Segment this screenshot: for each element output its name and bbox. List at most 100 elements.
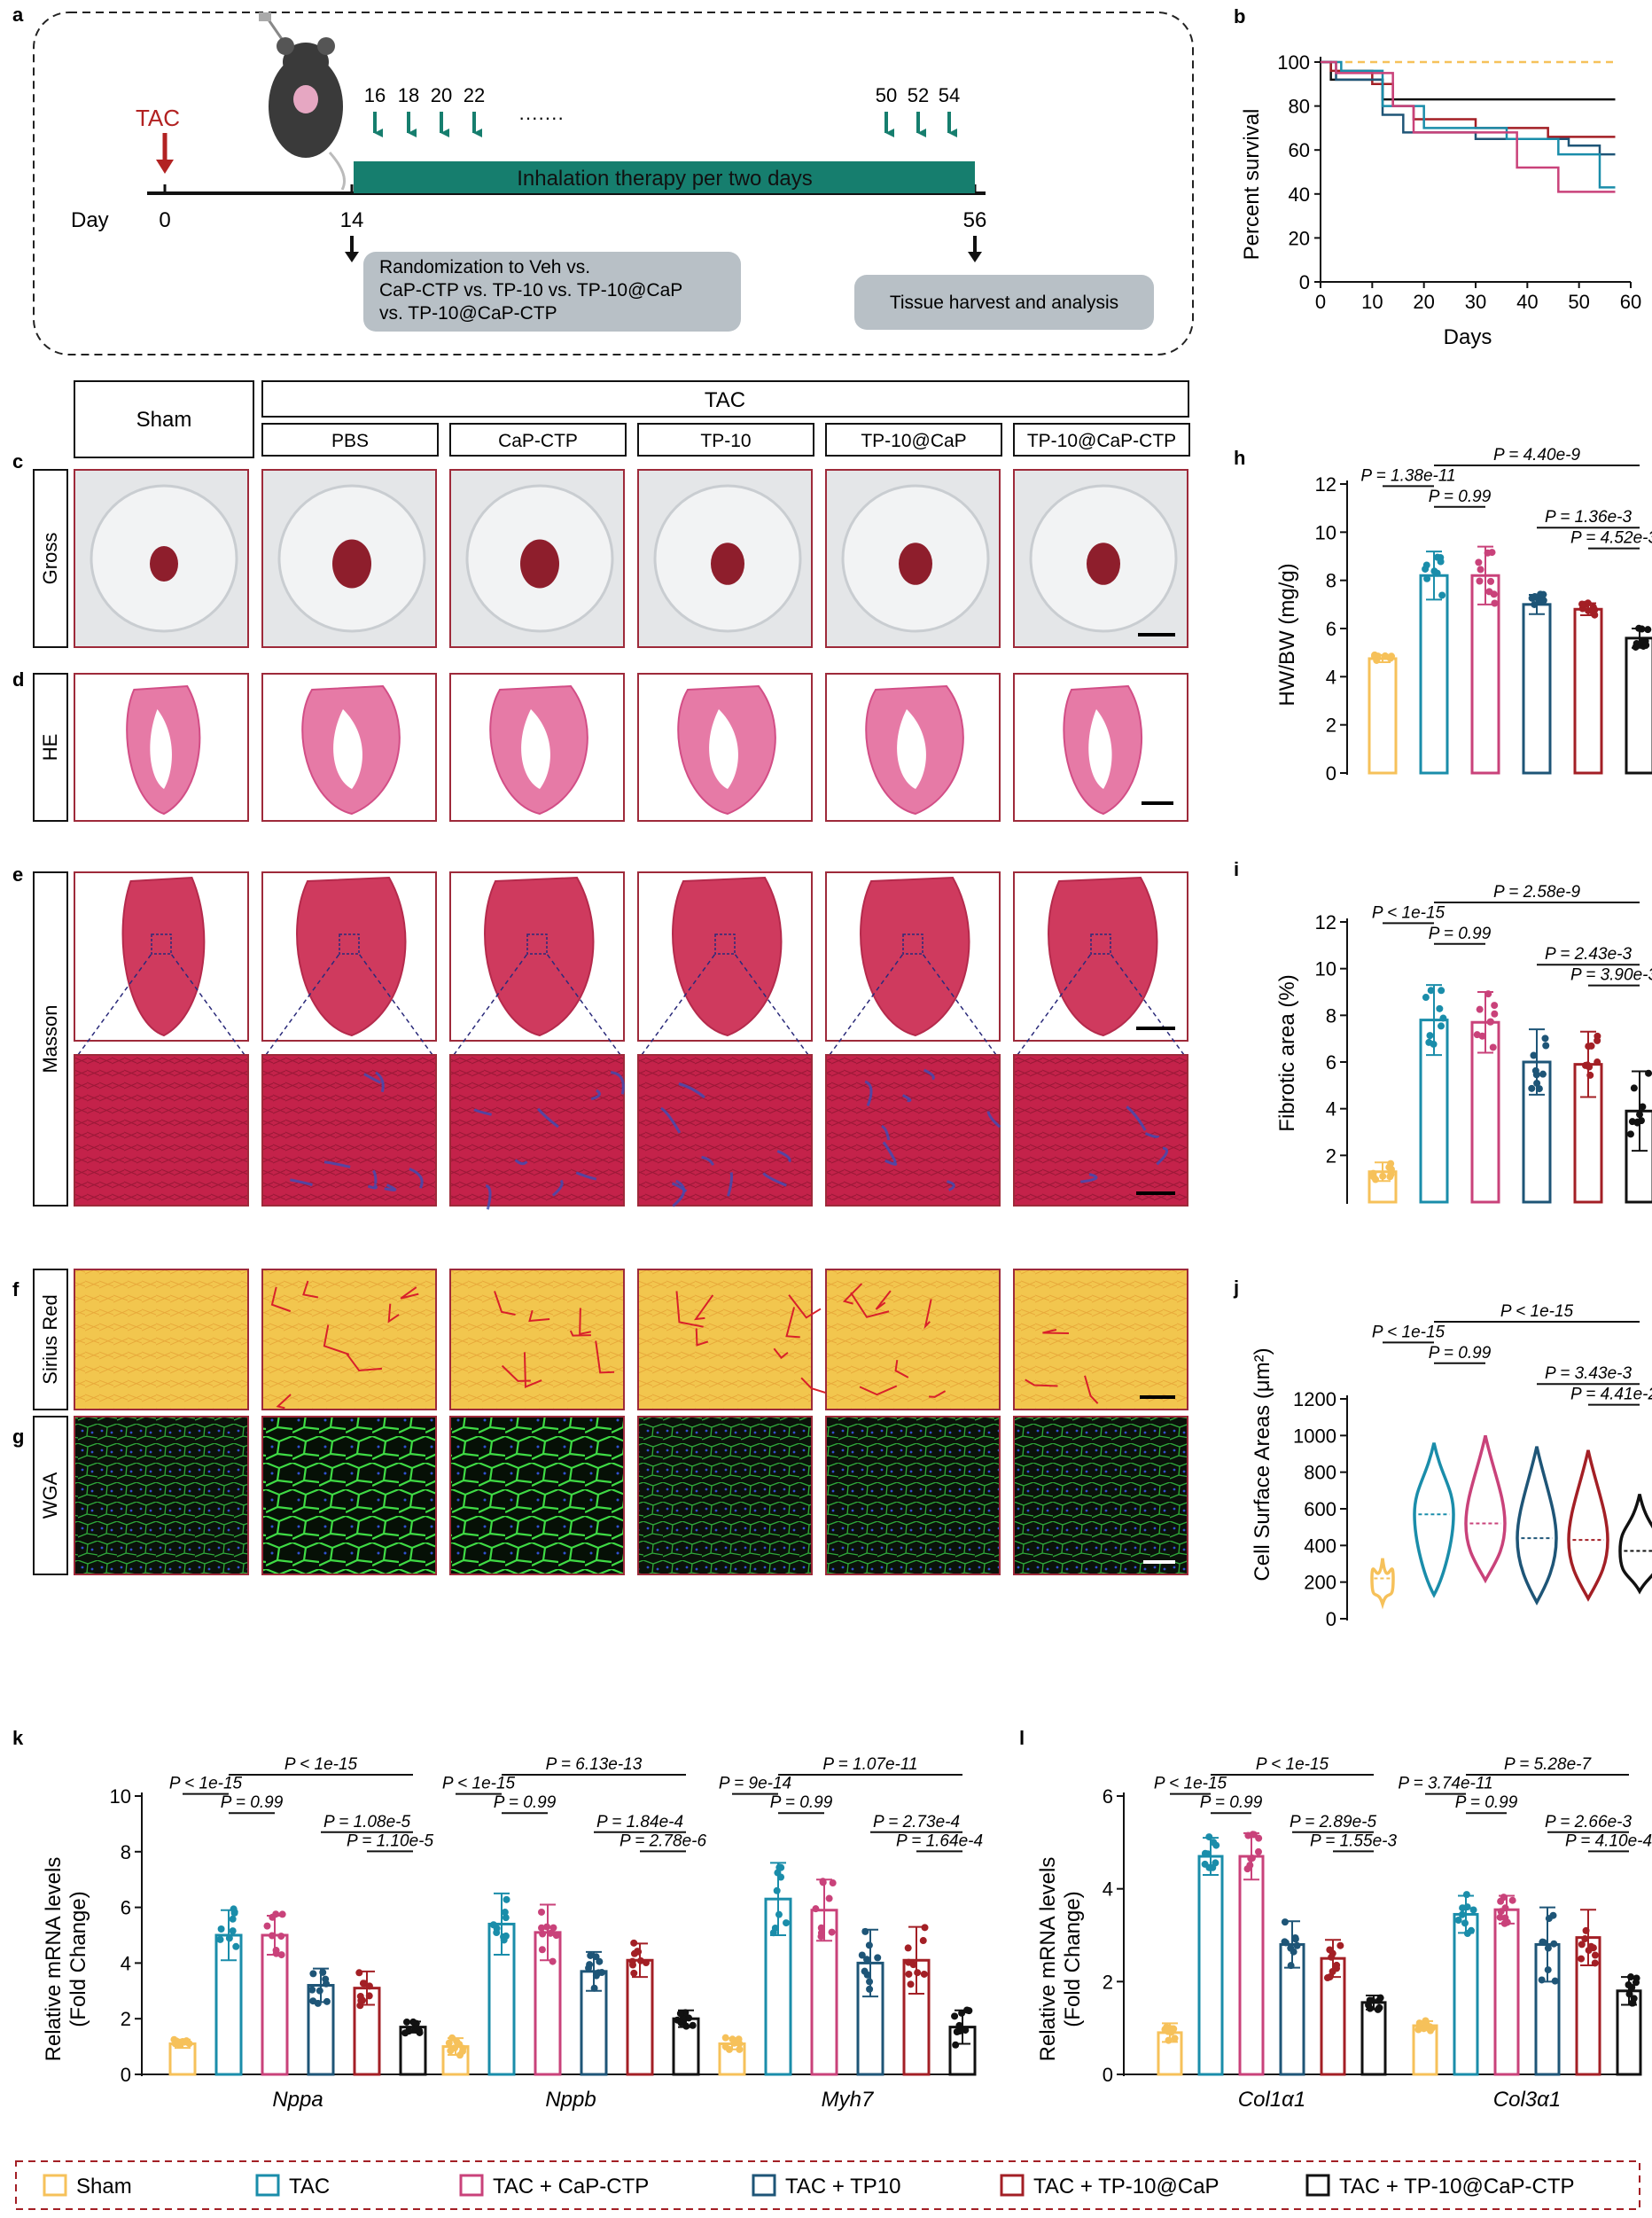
collagen-fiber (501, 1364, 531, 1382)
data-point (447, 2047, 455, 2055)
data-point (919, 1937, 927, 1945)
bar (1522, 603, 1552, 775)
p-value-label: P = 2.66e-3 (1545, 1813, 1632, 1831)
data-point (1541, 1035, 1549, 1043)
group-legend: Sham TAC TAC + CaP-CTP TAC + TP10 TAC + TP-1… (15, 2160, 1640, 2210)
data-point (1550, 1940, 1558, 1948)
sirius-red-image (637, 1269, 813, 1410)
sirius-image-5 (1013, 1269, 1188, 1410)
data-point (1333, 1964, 1341, 1972)
collagen-fiber (773, 1347, 789, 1359)
p-value-label: P = 0.99 (494, 1793, 557, 1812)
data-point (1539, 590, 1547, 598)
data-point (1255, 1834, 1263, 1842)
collagen-fiber (595, 1340, 615, 1374)
collagen-fiber (800, 1377, 830, 1395)
zoom-guide-line (77, 953, 152, 1056)
data-point (1328, 1953, 1336, 1961)
y-tick-label: 8 (1326, 570, 1336, 592)
wga-image (449, 1416, 625, 1575)
masson-heart-icon (484, 876, 595, 1037)
p-value-label: P = 3.43e-3 (1545, 1364, 1632, 1383)
data-point (1375, 2003, 1383, 2011)
legend-frame (15, 2160, 1640, 2210)
data-point (1426, 2027, 1434, 2034)
data-point (1538, 1976, 1546, 1984)
p-value-label: P = 1.10e-5 (347, 1831, 433, 1850)
p-value-label: P = 2.89e-5 (1290, 1813, 1376, 1831)
data-point (537, 1908, 545, 1916)
fibrosis-streak (409, 1168, 424, 1189)
data-point (863, 1956, 871, 1964)
data-point (1635, 624, 1643, 632)
wga-image (74, 1416, 249, 1575)
survival-ylabel: Percent survival (1240, 109, 1264, 261)
fibrosis-streak (473, 1108, 492, 1116)
y-tick-label: 0 (121, 2064, 131, 2086)
y-tick-label: 4 (1103, 1878, 1113, 1901)
bar (1412, 2024, 1438, 2076)
legend-label: TAC + TP-10@CaP-CTP (1339, 2175, 1575, 2198)
data-point (277, 1951, 285, 1959)
y-tick-label: 6 (121, 1897, 131, 1919)
data-point (1500, 1894, 1508, 1902)
panel-letter-f: f (12, 1278, 19, 1300)
collagen-fiber (528, 1309, 550, 1323)
collagen-fiber (346, 1353, 383, 1372)
ventricle-cavity (709, 709, 738, 789)
data-point (272, 1947, 280, 1955)
data-point (1594, 1036, 1601, 1044)
data-point (685, 2014, 693, 2022)
data-point (1281, 1918, 1289, 1926)
injection-day-label: 20 (431, 84, 452, 106)
data-point (1462, 1891, 1470, 1899)
legend-swatch (752, 2174, 776, 2197)
p-value-label: P = 2.43e-3 (1545, 945, 1632, 964)
data-point (1581, 1935, 1589, 1943)
collagen-fiber (494, 1291, 516, 1316)
y-tick-label: 200 (1304, 1572, 1336, 1594)
fibrosis-streak (367, 1183, 378, 1190)
injection-day-label: 50 (876, 84, 897, 106)
legend-label: TAC (289, 2175, 330, 2198)
y-tick-label: 0 (1299, 271, 1310, 293)
bar (1360, 2001, 1387, 2076)
data-point (1542, 1042, 1550, 1050)
data-point (1594, 1058, 1601, 1066)
collagen-fiber (850, 1292, 890, 1318)
fibrosis-streak (363, 1073, 381, 1084)
group-header-box (449, 423, 627, 457)
data-point (909, 1961, 917, 1969)
bar (1419, 574, 1449, 775)
data-point (1584, 1061, 1592, 1069)
zoom-guide-line (265, 953, 340, 1056)
bar (1197, 1855, 1224, 2076)
data-point (1485, 588, 1493, 596)
zoom-box (339, 933, 360, 955)
fibrosis-streak (290, 1178, 313, 1186)
fibrosis-streak (727, 1172, 733, 1197)
data-point (1625, 1980, 1633, 1988)
data-point (263, 1922, 271, 1930)
data-point (1293, 1941, 1301, 1949)
p-value-label: P = 1.84e-4 (596, 1813, 683, 1831)
data-point (1475, 558, 1483, 566)
data-point (1422, 561, 1430, 569)
y-tick-label: 0 (1326, 1608, 1336, 1630)
fibrosis-streak (762, 1172, 787, 1187)
x-tick-label: 10 (1361, 291, 1383, 313)
x-tick-label: 0 (1315, 291, 1326, 313)
zoom-box (1090, 933, 1111, 955)
collagen-fiber (894, 1359, 909, 1378)
y-tick-label: 4 (1326, 666, 1336, 688)
sham-header-box (74, 380, 254, 458)
fibrosis-streak (947, 1180, 955, 1191)
data-point (539, 1930, 547, 1938)
data-point (863, 1971, 871, 1979)
data-point (1503, 1918, 1511, 1926)
tac-label: TAC (136, 105, 180, 131)
data-point (1639, 1103, 1647, 1111)
masson-heart-icon (672, 876, 783, 1037)
violin (1618, 1494, 1652, 1595)
data-point (630, 1969, 638, 1977)
